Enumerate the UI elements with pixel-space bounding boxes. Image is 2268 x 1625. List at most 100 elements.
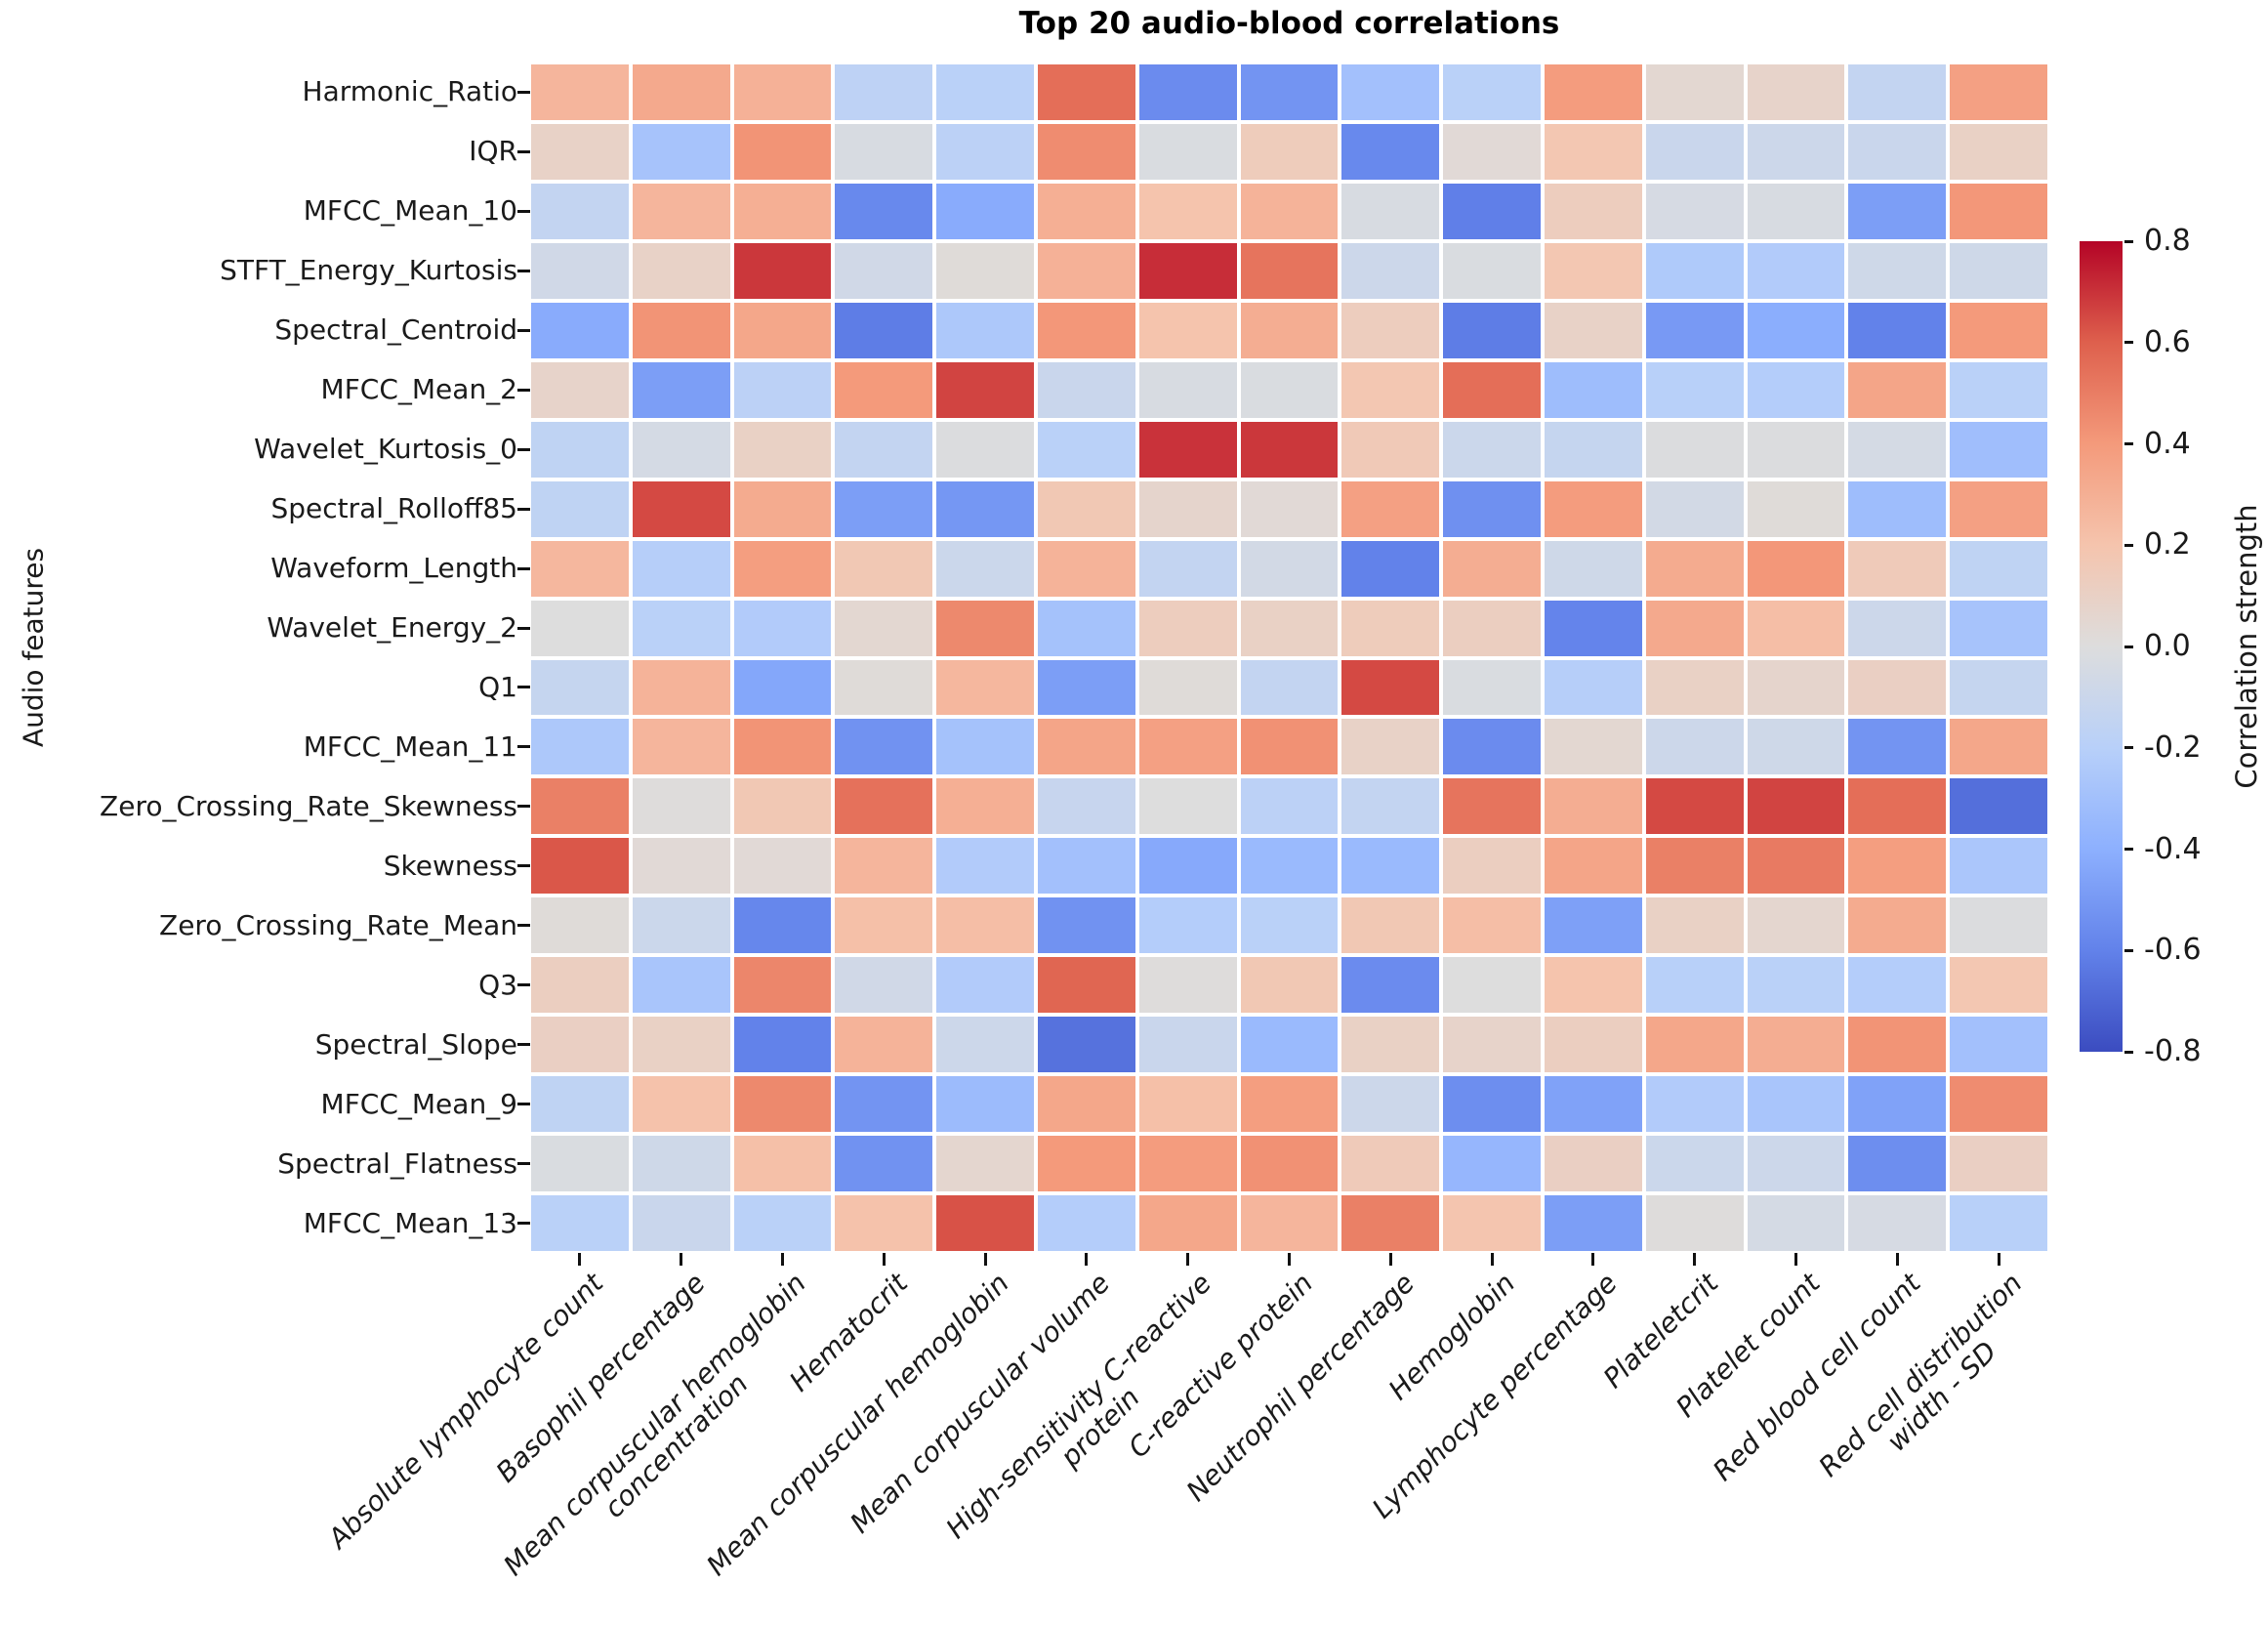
heatmap-cell: [1645, 64, 1744, 120]
heatmap-cell: [1950, 957, 2047, 1014]
heatmap-cell: [733, 1195, 832, 1251]
x-tick-mark: [578, 1253, 582, 1266]
heatmap-cell: [531, 540, 629, 597]
heatmap-cell: [1545, 480, 1642, 537]
heatmap-cell: [1545, 64, 1642, 120]
y-tick-label: Skewness: [383, 849, 517, 882]
heatmap-cell: [1038, 242, 1135, 299]
x-tick-mark: [1186, 1253, 1190, 1266]
heatmap-cell: [1341, 719, 1440, 775]
heatmap-cell: [632, 1195, 730, 1251]
heatmap-cell: [1950, 897, 2047, 954]
heatmap-cell: [1747, 719, 1845, 775]
heatmap-cell: [531, 183, 629, 239]
heatmap-cell: [1138, 719, 1237, 775]
heatmap-cell: [1645, 183, 1744, 239]
heatmap-cell: [632, 1136, 730, 1192]
heatmap-cell: [1341, 540, 1440, 597]
heatmap-cell: [531, 123, 629, 180]
heatmap-cell: [1138, 302, 1237, 358]
heatmap-cell: [531, 778, 629, 835]
heatmap-cell: [936, 838, 1034, 895]
heatmap-cell: [936, 421, 1034, 478]
heatmap-cell: [1950, 1136, 2047, 1192]
heatmap-cell: [1341, 1195, 1440, 1251]
heatmap-cell: [1240, 897, 1339, 954]
heatmap-cell: [632, 540, 730, 597]
heatmap-cell: [1443, 1017, 1541, 1073]
heatmap-cell: [632, 897, 730, 954]
heatmap-cell: [1240, 778, 1339, 835]
heatmap-cell: [1038, 600, 1135, 656]
heatmap-cell: [1240, 957, 1339, 1014]
heatmap-cell: [1443, 719, 1541, 775]
heatmap-cell: [1240, 719, 1339, 775]
heatmap-cell: [531, 838, 629, 895]
heatmap-cell: [1240, 302, 1339, 358]
chart-title: Top 20 audio-blood correlations: [1018, 6, 1560, 41]
y-tick-mark: [517, 388, 530, 392]
heatmap-cell: [1747, 361, 1845, 418]
heatmap-cell: [632, 361, 730, 418]
heatmap-cell: [1341, 361, 1440, 418]
heatmap-cell: [1645, 897, 1744, 954]
heatmap-cell: [531, 64, 629, 120]
heatmap-cell: [1747, 1136, 1845, 1192]
heatmap-cell: [1950, 183, 2047, 239]
heatmap-cell: [1645, 1195, 1744, 1251]
heatmap-cell: [1038, 361, 1135, 418]
x-tick-mark: [1794, 1253, 1797, 1266]
y-tick-mark: [517, 864, 530, 868]
heatmap-cell: [531, 1136, 629, 1192]
heatmap-cell: [1645, 480, 1744, 537]
x-tick-mark: [1490, 1253, 1494, 1266]
heatmap-cell: [1138, 64, 1237, 120]
heatmap-cell: [835, 123, 933, 180]
heatmap-cell: [531, 897, 629, 954]
heatmap-cell: [1747, 242, 1845, 299]
heatmap-cell: [632, 64, 730, 120]
heatmap-cell: [733, 480, 832, 537]
heatmap-cell: [1950, 838, 2047, 895]
heatmap-cell: [1747, 957, 1845, 1014]
heatmap-cell: [1950, 778, 2047, 835]
heatmap-cell: [1240, 838, 1339, 895]
heatmap-cell: [835, 1136, 933, 1192]
y-tick-mark: [517, 745, 530, 749]
heatmap-cell: [531, 600, 629, 656]
heatmap-cell: [1038, 897, 1135, 954]
heatmap-cell: [733, 302, 832, 358]
heatmap-cell: [1848, 64, 1947, 120]
y-tick-mark: [517, 805, 530, 809]
heatmap-cell: [1341, 183, 1440, 239]
heatmap-cell: [835, 719, 933, 775]
heatmap-cell: [1848, 123, 1947, 180]
heatmap-cell: [1038, 778, 1135, 835]
heatmap-cell: [936, 719, 1034, 775]
heatmap-cell: [1848, 778, 1947, 835]
heatmap-cell: [835, 957, 933, 1014]
heatmap-grid: [531, 64, 2047, 1251]
heatmap-cell: [531, 302, 629, 358]
x-tick-mark: [1288, 1253, 1291, 1266]
heatmap-cell: [1341, 1076, 1440, 1133]
heatmap-cell: [1645, 540, 1744, 597]
heatmap-cell: [1545, 719, 1642, 775]
heatmap-cell: [1950, 123, 2047, 180]
heatmap-cell: [835, 302, 933, 358]
y-tick-mark: [517, 924, 530, 928]
heatmap-cell: [1240, 421, 1339, 478]
heatmap-cell: [936, 123, 1034, 180]
x-tick-mark: [1997, 1253, 2000, 1266]
heatmap-cell: [835, 897, 933, 954]
heatmap-cell: [1443, 64, 1541, 120]
y-tick-label: Zero_Crossing_Rate_Mean: [159, 908, 517, 941]
heatmap-cell: [1848, 659, 1947, 716]
heatmap-cell: [936, 242, 1034, 299]
heatmap-cell: [1138, 480, 1237, 537]
heatmap-cell: [1848, 183, 1947, 239]
y-tick-mark: [517, 626, 530, 630]
heatmap-cell: [1038, 1017, 1135, 1073]
colorbar-tick-label: -0.2: [2144, 729, 2202, 765]
heatmap-cell: [1848, 1076, 1947, 1133]
